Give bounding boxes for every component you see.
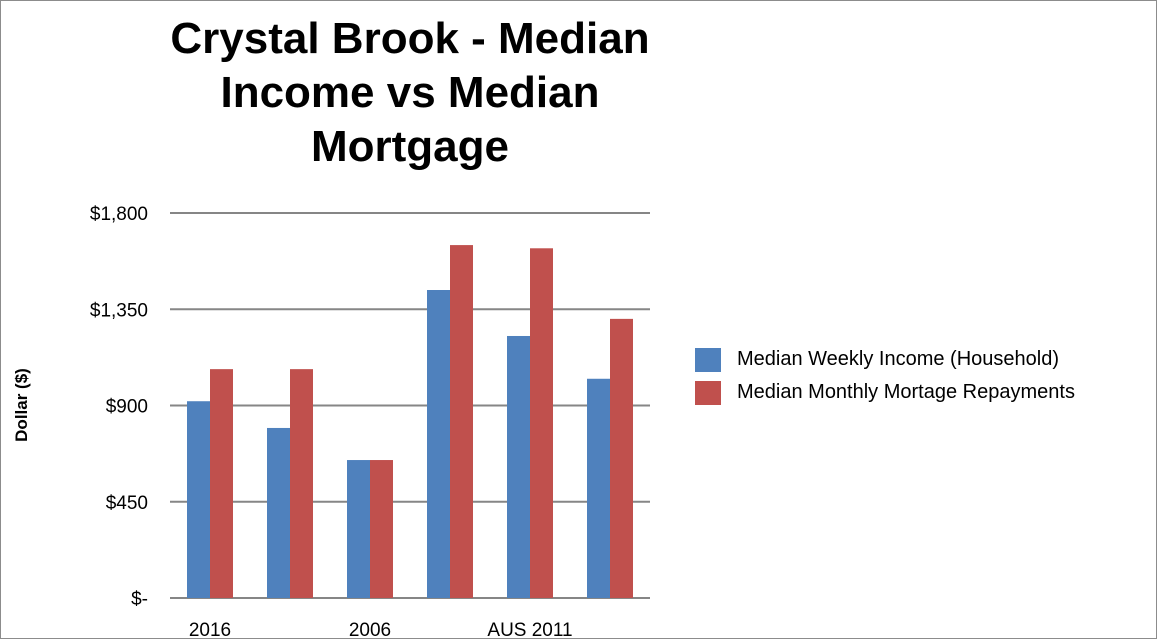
bar-income [347,460,370,598]
bar-mortgage [370,460,393,598]
y-tick-label: $1,350 [90,300,148,321]
bar-mortgage [530,248,553,598]
bar-income [187,401,210,598]
bar-income [427,290,450,598]
legend-item-income: Median Weekly Income (Household) [695,343,1075,376]
x-tick-label: AUS 2011 [487,620,572,639]
bar-income [587,378,610,598]
legend-swatch-mortgage [695,380,721,405]
bar-mortgage [210,369,233,598]
bars [187,245,633,599]
bar-income [267,427,290,598]
y-tick-label: $450 [106,493,148,514]
legend-item-mortgage: Median Monthly Mortage Repayments [695,376,1075,409]
x-axis-ticks: 2016 2006 AUS 2011 [189,620,573,639]
legend-label-income: Median Weekly Income (Household) [737,348,1060,370]
legend: Median Weekly Income (Household) Median … [695,343,1075,409]
x-tick-label: 2016 [189,620,231,639]
y-tick-label: $900 [106,397,148,418]
bar-mortgage [290,369,313,598]
y-tick-label: $- [131,589,148,610]
y-axis-label: Dollar ($) [12,368,31,442]
chart-title: Crystal Brook - Median Income vs Median … [170,14,650,171]
y-axis-ticks: $- $450 $900 $1,350 $1,800 [90,204,148,610]
bar-mortgage [610,318,633,598]
legend-label-mortgage: Median Monthly Mortage Repayments [737,381,1075,403]
x-tick-label: 2006 [349,620,391,639]
bar-mortgage [450,245,473,599]
bar-income [507,335,530,598]
gridlines [170,212,650,599]
y-tick-label: $1,800 [90,204,148,225]
legend-swatch-income [695,347,721,372]
